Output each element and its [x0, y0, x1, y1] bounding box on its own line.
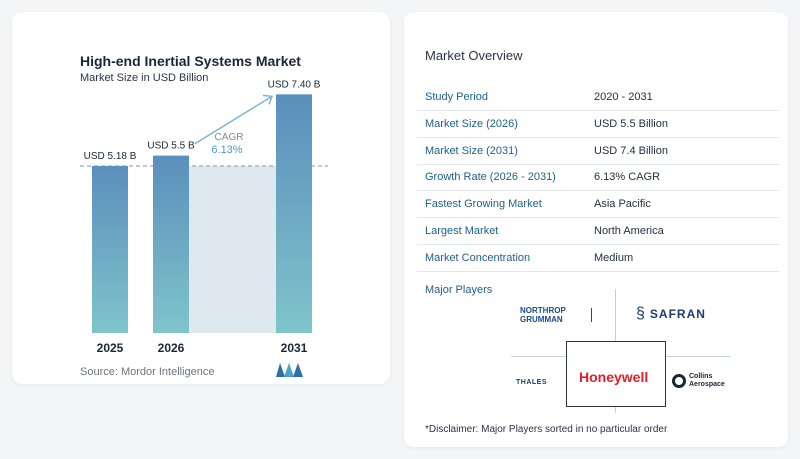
overview-row: Market Size (2031) USD 7.4 Billion — [417, 138, 779, 165]
grumman-text: GRUMMAN — [520, 315, 563, 324]
honeywell-logo: Honeywell — [579, 369, 649, 385]
northrop-grumman-logo: NORTHROP GRUMMAN — [520, 306, 566, 324]
thales-logo: THALES — [516, 379, 547, 386]
divider — [666, 356, 730, 357]
chart-title: High-end Inertial Systems Market — [80, 53, 301, 69]
category-label-2026: 2026 — [158, 341, 185, 355]
collins-mark-icon — [672, 374, 686, 388]
chart-subtitle: Market Size in USD Billion — [80, 72, 209, 84]
collins-aerospace-logo: Collins Aerospace — [672, 373, 725, 389]
overview-value: North America — [594, 225, 664, 237]
overview-value: Asia Pacific — [594, 198, 651, 210]
growth-shade — [189, 165, 276, 333]
collins-line1: Collins — [689, 373, 713, 380]
featured-player-box — [566, 341, 666, 407]
cagr-value: 6.13% — [211, 144, 242, 156]
safran-mark-icon: § — [636, 305, 645, 322]
overview-value: Medium — [594, 252, 634, 264]
bar-2026 — [153, 155, 189, 333]
overview-title: Market Overview — [425, 48, 523, 63]
source-label: Source: Mordor Intelligence — [80, 366, 215, 378]
bar-2025 — [92, 165, 128, 333]
northrop-text: NORTHROP — [520, 306, 566, 315]
divider — [511, 356, 566, 357]
divider — [615, 289, 616, 341]
category-label-2025: 2025 — [97, 341, 124, 355]
overview-value: 2020 - 2031 — [594, 91, 653, 103]
collins-text: Collins Aerospace — [689, 373, 725, 389]
cagr-arrow-head — [262, 94, 274, 105]
overview-label: Market Size (2031) — [425, 145, 518, 157]
overview-label: Fastest Growing Market — [425, 198, 542, 210]
major-players-title: Major Players — [425, 284, 493, 296]
overview-value: USD 5.5 Billion — [594, 118, 668, 130]
overview-row: Growth Rate (2026 - 2031) 6.13% CAGR — [417, 164, 779, 191]
overview-row: Fastest Growing Market Asia Pacific — [417, 191, 779, 218]
overview-row: Market Size (2026) USD 5.5 Billion — [417, 111, 779, 138]
mordor-logo-icon — [276, 363, 303, 377]
overview-label: Growth Rate (2026 - 2031) — [425, 171, 556, 183]
data-label-2026: USD 5.5 B — [147, 141, 195, 152]
collins-line2: Aerospace — [689, 381, 725, 388]
overview-row: Market Concentration Medium — [417, 245, 779, 272]
overview-value: 6.13% CAGR — [594, 171, 661, 183]
overview-label: Market Concentration — [425, 252, 531, 264]
cagr-label: CAGR — [215, 132, 244, 143]
overview-label: Largest Market — [425, 225, 499, 237]
bar-2031 — [276, 94, 312, 333]
disclaimer: *Disclaimer: Major Players sorted in no … — [425, 424, 668, 435]
data-label-2031: USD 7.40 B — [268, 79, 321, 90]
overview-label: Study Period — [425, 91, 488, 103]
data-label-2025: USD 5.18 B — [84, 151, 137, 162]
overview-row: Study Period 2020 - 2031 — [417, 84, 779, 111]
bar-chart: USD 5.18 B 2025 USD 5.5 B 2026 USD 7.40 B 203… — [80, 79, 328, 355]
safran-logo: § SAFRAN — [636, 305, 706, 323]
divider — [591, 308, 592, 322]
overview-row: Largest Market North America — [417, 218, 779, 245]
overview-value: USD 7.4 Billion — [594, 145, 668, 157]
cagr-arrow — [194, 95, 273, 145]
safran-text: SAFRAN — [649, 307, 706, 321]
divider — [615, 407, 616, 413]
overview-label: Market Size (2026) — [425, 118, 518, 130]
category-label-2031: 2031 — [281, 341, 308, 355]
